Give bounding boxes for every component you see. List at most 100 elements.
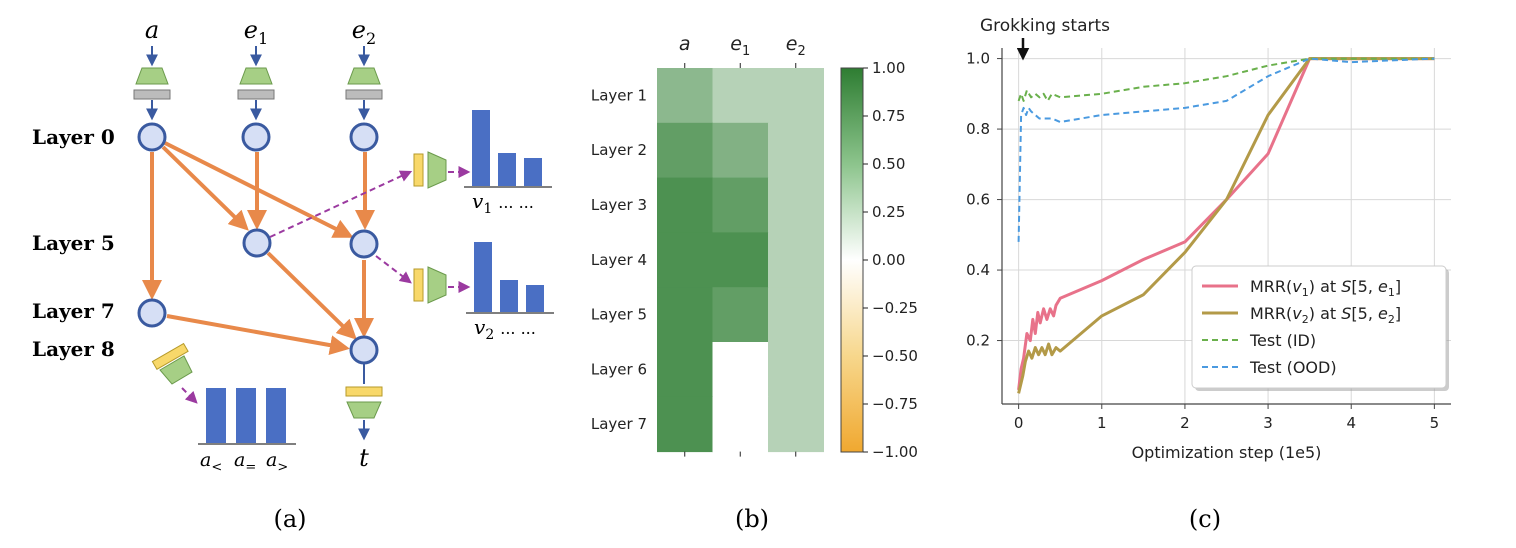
colorbar-tick-label: −0.50: [872, 347, 918, 365]
series-line: [1017, 57, 1435, 242]
layer-label: Layer 7: [32, 299, 115, 323]
heatmap-cell: [657, 396, 713, 453]
x-tick-label: 5: [1430, 414, 1440, 432]
heatmap-cell: [657, 177, 713, 233]
heatmap-row-label: Layer 7: [591, 415, 647, 433]
legend-entry: MRR(v1) at S[5, e1]: [1250, 277, 1401, 299]
panel-c-line-chart: 0 1 2 3 4 5 0.2 0.4 0.6 0.8 1.0 Optimization step (…: [966, 16, 1451, 533]
grokking-annotation: Grokking starts: [980, 16, 1110, 36]
heatmap-labels: Layer 1 Layer 2 Layer 3 Layer 4 Layer 5 Layer…: [591, 33, 806, 457]
logit-bar: [472, 110, 490, 186]
caption-c: (c): [1189, 505, 1221, 533]
heatmap-cell: [712, 342, 769, 398]
y-tick-label: 0.8: [966, 120, 990, 138]
heatmap-cell: [768, 122, 824, 179]
chart-legend: MRR(v1) at S[5, e1] MRR(v2) at S[5, e2] Te…: [1191, 265, 1449, 391]
chart-axes: 0 1 2 3 4 5 0.2 0.4 0.6 0.8 1.0 Optimization step (…: [966, 48, 1451, 462]
node-e2-layer5: [349, 229, 379, 259]
heatmap-row-label: Layer 6: [591, 360, 647, 378]
probe-v1: v1... ...: [269, 110, 552, 238]
node-e2-layer8: [349, 335, 379, 365]
colorbar-tick-label: −0.25: [872, 299, 918, 317]
input-label-e2: e2: [352, 16, 376, 48]
heatmap-cell: [712, 68, 769, 124]
x-tick-label: 4: [1346, 414, 1356, 432]
colorbar-tick-label: 0.25: [872, 203, 905, 221]
legend-entry: MRR(v2) at S[5, e2]: [1250, 304, 1401, 326]
heatmap-cell: [768, 68, 824, 124]
x-tick-label: 1: [1097, 414, 1107, 432]
attention-edges: [142, 141, 375, 356]
legend-entry: Test (OOD): [1249, 358, 1337, 377]
x-axis-label: Optimization step (1e5): [1132, 443, 1322, 462]
chart-series: [1017, 57, 1435, 394]
x-tick-label: 0: [1014, 414, 1024, 432]
heatmap-cell: [768, 287, 824, 343]
heatmap-cell: [768, 232, 824, 288]
heatmap-row-label: Layer 3: [591, 196, 647, 214]
y-tick-label: 0.4: [966, 261, 990, 279]
series-line: [1017, 57, 1435, 391]
logit-bar: [498, 153, 516, 186]
node-e2-layer0: [349, 122, 379, 152]
output-label: t: [359, 444, 369, 472]
svg-text:a=: a=: [234, 449, 256, 475]
svg-text:a>: a>: [266, 449, 288, 475]
output-decoder: t: [345, 364, 383, 472]
colorbar-ticks: 1.00 0.75 0.50 0.25 0.00 −0.25 −0.50 −0.75 −1.00: [863, 59, 918, 461]
heatmap-cell: [768, 342, 824, 398]
node-e1-layer5: [242, 228, 272, 258]
logit-bar: [500, 280, 518, 312]
decoder-icon: [427, 151, 447, 189]
y-tick-label: 0.6: [966, 191, 990, 209]
node-a-layer7: [137, 298, 167, 328]
heatmap-col-label: e1: [730, 33, 750, 59]
series-line: [1017, 57, 1435, 102]
embed-encoder-icon: [135, 67, 169, 85]
layer-label: Layer 0: [32, 125, 115, 149]
svg-text:v2... ...: v2... ...: [474, 315, 536, 343]
embed-encoder-icon: [347, 67, 381, 85]
heatmap-cell: [712, 177, 769, 233]
y-tick-label: 0.2: [966, 332, 990, 350]
logit-bar: [266, 388, 286, 443]
heatmap-row-label: Layer 2: [591, 141, 647, 159]
heatmap-col-label: a: [679, 33, 691, 55]
heatmap-row-label: Layer 1: [591, 86, 647, 104]
heatmap-cell: [657, 68, 713, 124]
logit-bar: [474, 242, 492, 312]
heatmap-cell: [712, 396, 769, 453]
colorbar-tick-label: 0.50: [872, 155, 905, 173]
caption-a: (a): [273, 505, 306, 533]
logit-bar: [526, 285, 544, 312]
panel-b-heatmap: Layer 1 Layer 2 Layer 3 Layer 4 Layer 5 Layer…: [591, 33, 918, 533]
heatmap-cell: [657, 122, 713, 179]
x-tick-label: 3: [1263, 414, 1273, 432]
decoder-icon: [159, 355, 193, 385]
heatmap-cell: [657, 342, 713, 398]
logit-bar: [524, 158, 542, 186]
decoder-icon: [346, 401, 382, 419]
svg-text:v1... ...: v1... ...: [472, 189, 534, 217]
layer-label: Layer 8: [32, 337, 115, 361]
input-label-a: a: [145, 16, 159, 44]
node-e1-layer0: [241, 122, 271, 152]
logit-bar: [236, 388, 256, 443]
logit-bar: [206, 388, 226, 443]
x-tick-label: 2: [1180, 414, 1190, 432]
heatmap-cell: [768, 396, 824, 453]
decoder-icon: [427, 266, 447, 304]
heatmap-row-label: Layer 4: [591, 251, 647, 269]
probe-v2: v2... ...: [375, 242, 554, 343]
node-a-layer0: [137, 122, 167, 152]
heatmap-col-label: e2: [786, 33, 806, 59]
heatmap-cell: [768, 177, 824, 233]
heatmap-row-label: Layer 5: [591, 306, 647, 324]
colorbar: [840, 67, 864, 453]
input-encoders: [133, 46, 383, 121]
heatmap-cell: [712, 287, 769, 343]
colorbar-tick-label: 0.00: [872, 251, 905, 269]
colorbar-tick-label: −0.75: [872, 395, 918, 413]
input-label-e1: e1: [244, 16, 268, 48]
